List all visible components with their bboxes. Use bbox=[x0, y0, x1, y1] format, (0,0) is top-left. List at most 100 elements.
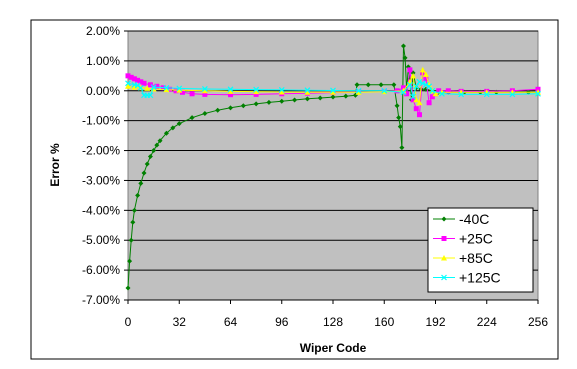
data-point bbox=[228, 105, 233, 111]
x-tick-label: 64 bbox=[224, 315, 238, 329]
data-point bbox=[147, 82, 153, 88]
legend-marker bbox=[441, 255, 447, 261]
data-point bbox=[330, 87, 336, 94]
data-point bbox=[438, 90, 445, 97]
data-point bbox=[163, 130, 169, 136]
data-point bbox=[394, 103, 400, 109]
data-point bbox=[365, 82, 371, 88]
y-axis-label: Error % bbox=[48, 143, 62, 187]
data-point bbox=[176, 121, 182, 127]
data-point bbox=[157, 138, 163, 144]
y-tick-label: 1.00% bbox=[86, 54, 120, 68]
data-point bbox=[227, 88, 234, 94]
y-tick-labels: 2.00% 1.00% 0.00% -1.00% -2.00% -3.00% -4.00% -… bbox=[82, 24, 120, 307]
data-point bbox=[429, 94, 435, 100]
data-point bbox=[125, 285, 131, 291]
data-point bbox=[400, 89, 407, 96]
y-tick-label: -5.00% bbox=[82, 233, 120, 247]
data-point bbox=[278, 86, 285, 93]
data-point bbox=[426, 83, 433, 90]
data-point bbox=[253, 86, 260, 93]
data-point bbox=[131, 76, 137, 82]
data-point bbox=[400, 43, 406, 49]
data-point bbox=[151, 148, 157, 154]
series-layer bbox=[125, 43, 541, 291]
x-tick-label: 256 bbox=[528, 315, 548, 329]
data-point bbox=[253, 88, 260, 95]
data-point bbox=[429, 87, 436, 94]
series-+125C bbox=[125, 78, 541, 100]
data-point bbox=[419, 80, 426, 87]
data-point bbox=[128, 237, 134, 243]
data-point bbox=[535, 90, 541, 97]
data-point bbox=[201, 86, 208, 92]
data-point bbox=[135, 192, 141, 198]
data-point bbox=[215, 107, 221, 113]
data-point bbox=[406, 81, 413, 88]
legend-entry: +85C bbox=[433, 250, 493, 266]
data-point bbox=[154, 142, 160, 148]
data-point bbox=[202, 110, 208, 116]
legend-marker bbox=[441, 274, 447, 281]
data-point bbox=[173, 88, 179, 94]
data-point bbox=[163, 86, 170, 93]
data-point bbox=[399, 145, 405, 151]
data-point bbox=[278, 88, 285, 95]
data-point bbox=[422, 71, 429, 77]
data-point bbox=[445, 88, 451, 94]
legend-entry: +125C bbox=[433, 270, 501, 286]
data-point bbox=[130, 219, 136, 225]
data-point bbox=[137, 84, 144, 91]
data-point bbox=[330, 89, 336, 95]
legend-label: +85C bbox=[459, 250, 493, 266]
legend-entry: +25C bbox=[433, 231, 493, 247]
data-point bbox=[419, 66, 426, 73]
data-point bbox=[343, 93, 349, 99]
data-point bbox=[458, 91, 465, 98]
data-point bbox=[413, 83, 420, 90]
legend-marker bbox=[441, 236, 447, 241]
data-point bbox=[253, 101, 259, 107]
data-point bbox=[150, 84, 157, 91]
legend-entry: -40C bbox=[433, 211, 489, 227]
data-point bbox=[147, 92, 154, 99]
data-point bbox=[355, 89, 362, 95]
data-point bbox=[391, 82, 397, 88]
data-point bbox=[304, 87, 311, 94]
x-tick-labels: 0 32 64 96 128 160 192 224 256 bbox=[125, 315, 549, 329]
data-point bbox=[317, 95, 323, 101]
y-tick-label: -1.00% bbox=[82, 114, 120, 128]
data-point bbox=[354, 82, 360, 88]
data-point bbox=[240, 103, 246, 109]
data-point bbox=[179, 89, 185, 95]
data-point bbox=[138, 180, 144, 186]
data-point bbox=[407, 67, 413, 73]
data-point bbox=[176, 87, 183, 93]
data-point bbox=[141, 170, 147, 176]
data-point bbox=[228, 92, 233, 98]
data-point bbox=[147, 154, 153, 160]
legend-label: -40C bbox=[459, 211, 489, 227]
legend-label: +125C bbox=[459, 270, 501, 286]
data-point bbox=[410, 72, 417, 79]
legend-marker bbox=[441, 216, 447, 222]
data-point bbox=[201, 87, 208, 94]
x-tick-label: 160 bbox=[374, 315, 394, 329]
data-point bbox=[189, 115, 195, 121]
x-tick-label: 224 bbox=[477, 315, 497, 329]
data-point bbox=[509, 91, 516, 98]
data-point bbox=[138, 79, 144, 85]
data-point bbox=[141, 80, 147, 86]
data-point bbox=[144, 161, 150, 167]
data-point bbox=[416, 99, 423, 106]
data-point bbox=[422, 81, 429, 88]
y-tick-label: -2.00% bbox=[82, 144, 120, 158]
x-axis-label: Wiper Code bbox=[300, 341, 367, 355]
data-point bbox=[227, 86, 234, 93]
data-point bbox=[426, 100, 432, 106]
data-point bbox=[416, 112, 422, 118]
data-point bbox=[402, 55, 408, 61]
data-point bbox=[279, 98, 285, 104]
